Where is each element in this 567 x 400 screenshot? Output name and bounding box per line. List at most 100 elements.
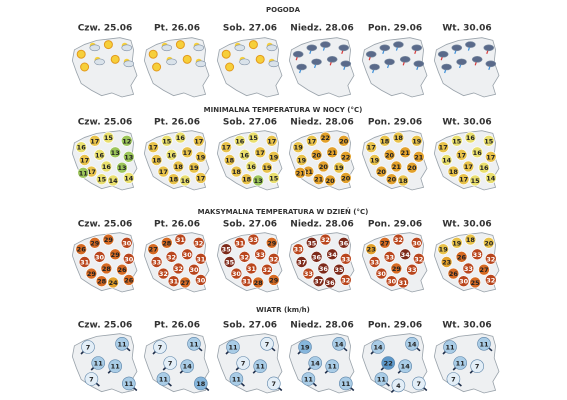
value-label: 36 bbox=[319, 265, 329, 273]
rain-icon bbox=[440, 57, 443, 61]
rain-icon bbox=[486, 50, 489, 54]
section-title: POGODA bbox=[266, 6, 301, 14]
section-title: MAKSYMALNA TEMPERATURA W DZIEŃ (°C) bbox=[198, 207, 369, 216]
value-label: 14 bbox=[373, 344, 383, 352]
value-marker bbox=[89, 237, 101, 249]
value-marker bbox=[181, 248, 193, 261]
rain-icon bbox=[474, 62, 477, 66]
value-label: 7 bbox=[417, 380, 422, 388]
value-marker bbox=[195, 172, 207, 184]
value-marker bbox=[195, 252, 207, 265]
value-label: 27 bbox=[380, 239, 389, 247]
cloud-icon bbox=[306, 44, 318, 52]
cloud-icon bbox=[393, 41, 404, 48]
value-label: 13 bbox=[111, 149, 120, 157]
value-marker bbox=[238, 251, 251, 263]
value-label: 19 bbox=[262, 164, 272, 172]
rain-icon bbox=[402, 62, 405, 66]
value-marker bbox=[181, 146, 193, 159]
value-marker bbox=[147, 243, 159, 255]
value-marker bbox=[312, 173, 325, 185]
value-label: 18 bbox=[380, 137, 390, 145]
value-label: 21 bbox=[414, 153, 424, 161]
cloud-icon bbox=[413, 60, 425, 68]
value-marker bbox=[102, 233, 115, 246]
value-label: 32 bbox=[321, 236, 330, 244]
day-label: Niedz. 28.06 bbox=[290, 220, 353, 230]
value-label: 13 bbox=[124, 153, 133, 161]
value-marker bbox=[157, 165, 170, 178]
value-label: 16 bbox=[235, 137, 245, 145]
rain-icon bbox=[372, 69, 375, 74]
cloud-icon bbox=[483, 44, 495, 52]
value-label: 11 bbox=[445, 344, 455, 352]
value-marker bbox=[89, 135, 101, 147]
value-label: 25 bbox=[471, 279, 481, 287]
value-marker bbox=[292, 141, 305, 153]
value-label: 19 bbox=[189, 164, 199, 172]
value-marker bbox=[78, 154, 91, 166]
value-marker bbox=[123, 172, 135, 184]
rain-icon bbox=[368, 57, 371, 61]
value-label: 32 bbox=[167, 253, 176, 261]
value-label: 34 bbox=[401, 251, 411, 259]
value-label: 11 bbox=[232, 376, 242, 384]
day-label: Wt. 30.06 bbox=[442, 321, 491, 331]
value-label: 30 bbox=[459, 278, 469, 286]
value-marker bbox=[165, 251, 178, 263]
value-marker bbox=[267, 252, 280, 265]
value-marker bbox=[192, 237, 205, 249]
value-label: 37 bbox=[314, 278, 323, 286]
cloud-icon bbox=[268, 60, 280, 68]
day-label: Sob. 27.06 bbox=[223, 118, 277, 128]
cloud-icon bbox=[296, 63, 307, 71]
value-label: 37 bbox=[297, 259, 306, 267]
value-marker bbox=[123, 151, 135, 163]
value-marker bbox=[180, 359, 194, 374]
value-label: 18 bbox=[394, 134, 404, 142]
value-label: 11 bbox=[456, 360, 466, 368]
value-marker bbox=[450, 135, 463, 147]
value-label: 18 bbox=[169, 176, 179, 184]
section-title: MINIMALNA TEMPERATURA W NOCY (°C) bbox=[204, 106, 363, 114]
day-label: Wt. 30.06 bbox=[442, 24, 491, 34]
value-marker bbox=[298, 340, 312, 354]
value-label: 20 bbox=[385, 151, 395, 159]
value-marker bbox=[93, 149, 106, 161]
value-marker bbox=[75, 141, 87, 153]
rain-icon bbox=[467, 47, 470, 51]
value-marker bbox=[107, 174, 119, 187]
day-label: Czw. 25.06 bbox=[78, 321, 133, 331]
value-marker bbox=[310, 251, 323, 263]
value-label: 20 bbox=[326, 177, 336, 185]
value-marker bbox=[116, 263, 128, 276]
value-marker bbox=[385, 275, 398, 288]
day-label: Niedz. 28.06 bbox=[290, 321, 353, 331]
value-label: 20 bbox=[407, 164, 417, 172]
cloud-icon bbox=[411, 44, 423, 52]
value-label: 29 bbox=[104, 236, 114, 244]
value-marker bbox=[194, 376, 208, 391]
value-label: 14 bbox=[401, 363, 411, 371]
sun-icon bbox=[221, 49, 231, 59]
value-marker bbox=[223, 154, 236, 166]
cloud-icon bbox=[89, 44, 101, 52]
value-label: 33 bbox=[385, 253, 394, 261]
value-label: 30 bbox=[122, 239, 132, 247]
value-marker bbox=[462, 160, 475, 173]
value-label: 30 bbox=[387, 278, 397, 286]
value-marker bbox=[252, 276, 264, 289]
value-label: 36 bbox=[326, 279, 336, 287]
value-marker bbox=[120, 135, 133, 147]
value-marker bbox=[247, 131, 260, 144]
value-label: 15 bbox=[471, 177, 481, 185]
value-label: 33 bbox=[407, 266, 416, 274]
value-marker bbox=[406, 263, 418, 276]
value-label: 11 bbox=[117, 340, 127, 348]
value-label: 36 bbox=[339, 239, 349, 247]
value-label: 26 bbox=[449, 270, 459, 278]
value-label: 19 bbox=[294, 144, 304, 152]
value-marker bbox=[325, 359, 340, 374]
sun-icon bbox=[103, 40, 113, 50]
value-marker bbox=[368, 256, 381, 268]
